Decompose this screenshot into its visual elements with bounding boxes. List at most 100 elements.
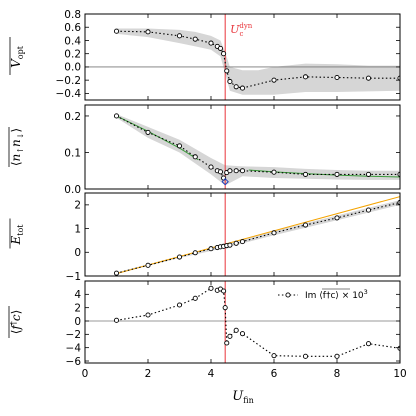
data-point — [113, 317, 120, 323]
data-point — [217, 45, 223, 51]
uncertainty-band — [116, 114, 400, 186]
x-tick-label: 0 — [82, 368, 89, 380]
data-point — [365, 75, 372, 81]
data-point — [227, 333, 233, 339]
y-tick-label: −4 — [66, 342, 82, 354]
x-tick-label: 4 — [208, 368, 215, 380]
x-axis-label: Ufin — [232, 389, 253, 405]
y-tick-label: 0.0 — [64, 184, 81, 196]
data-point — [233, 84, 239, 90]
y-tick-label: 0 — [74, 247, 81, 259]
x-tick-label: 10 — [393, 368, 406, 380]
y-tick-label: 0.2 — [64, 111, 81, 123]
plot-area — [85, 281, 400, 363]
data-point — [208, 164, 214, 170]
data-point — [208, 246, 214, 252]
reference-line-green — [116, 115, 199, 161]
panel-V_opt: −0.4−0.20.0 0.20.40.60.8 Vopt — [9, 9, 401, 101]
data-point — [192, 250, 198, 256]
y-tick-label: −0.2 — [56, 75, 82, 87]
data-point — [227, 242, 233, 248]
panel-frame — [84, 104, 401, 190]
data-point — [302, 74, 309, 80]
legend-label: Im ⟨f†c⟩ × 103 — [305, 288, 368, 301]
y-tick-label: −0.4 — [56, 88, 82, 100]
data-point — [227, 78, 233, 85]
legend-marker — [285, 292, 291, 298]
y-tick-label: 0.6 — [64, 22, 81, 34]
data-point — [221, 175, 227, 181]
data-point — [221, 51, 227, 57]
data-point — [365, 207, 372, 213]
y-tick-label: 0 — [74, 316, 81, 328]
data-point — [271, 353, 277, 359]
y-tick-label: −6 — [66, 356, 82, 368]
data-point — [224, 340, 230, 346]
data-point — [145, 29, 151, 35]
reference-line-orange — [116, 196, 400, 275]
panel-im_fc: −6 −4−20 24 ⟨f†c⟩ Im ⟨f†c⟩ × 103 — [8, 280, 401, 368]
y-tick-label: 0.1 — [64, 147, 81, 159]
x-tick-label: 8 — [334, 368, 341, 380]
diamond-marker — [221, 177, 229, 186]
uncertainty-band — [116, 28, 400, 95]
data-point — [271, 169, 277, 175]
plot-area — [113, 193, 400, 276]
y-tick-label: 0.2 — [64, 48, 81, 60]
data-point — [334, 74, 340, 81]
data-point — [221, 288, 227, 294]
data-point — [334, 215, 340, 221]
plot-area — [85, 14, 400, 100]
data-point — [239, 168, 246, 174]
data-point — [113, 28, 120, 34]
y-tick-label: 0.0 — [64, 62, 81, 74]
y-tick-label: −2 — [66, 329, 81, 341]
data-point — [145, 129, 151, 135]
panel-E_tot: −1 0 1 2 Etot — [9, 192, 401, 283]
data-point — [145, 262, 151, 268]
y-tick-label: 0.8 — [64, 9, 81, 21]
critical-line-label: Ucdyn — [230, 22, 253, 38]
data-point — [176, 302, 183, 308]
series-line — [116, 115, 400, 180]
data-point — [233, 327, 239, 333]
series-line — [116, 287, 400, 357]
data-point — [192, 36, 198, 42]
data-point — [334, 171, 340, 177]
data-point — [233, 168, 239, 174]
data-point — [176, 143, 183, 149]
y-axis-label: Vopt — [9, 45, 25, 68]
data-point — [217, 169, 223, 175]
x-tick-label: 6 — [271, 368, 278, 380]
data-point — [271, 77, 277, 83]
data-point — [302, 171, 309, 177]
data-point — [176, 33, 183, 39]
data-point — [224, 68, 230, 74]
data-point — [227, 168, 233, 174]
x-tick-label: 2 — [145, 368, 152, 380]
data-point — [208, 285, 214, 291]
y-tick-label: 0.4 — [64, 35, 81, 47]
y-tick-label: 2 — [74, 302, 81, 314]
y-tick-label: 1 — [74, 223, 81, 235]
data-point — [239, 85, 246, 91]
data-point — [222, 305, 228, 311]
data-point — [113, 113, 120, 119]
y-axis-label: ⟨f†c⟩ — [9, 310, 23, 335]
data-point — [176, 254, 183, 260]
data-point — [192, 295, 198, 301]
data-point — [145, 312, 151, 318]
data-point — [208, 40, 214, 46]
y-axis-label: ⟨n↑n↓⟩ — [9, 128, 25, 166]
y-tick-label: 2 — [74, 200, 81, 212]
data-point — [302, 222, 309, 228]
y-tick-label: 4 — [74, 289, 81, 301]
panel-frame — [84, 13, 401, 101]
plot-area — [113, 105, 400, 189]
y-axis-label: Etot — [9, 224, 25, 246]
y-tick-label: −1 — [66, 271, 81, 283]
panel-double_occupancy: 0.0 0.1 0.2 ⟨n↑n↓⟩ — [8, 104, 401, 196]
data-point — [365, 341, 372, 347]
data-point — [365, 171, 372, 177]
